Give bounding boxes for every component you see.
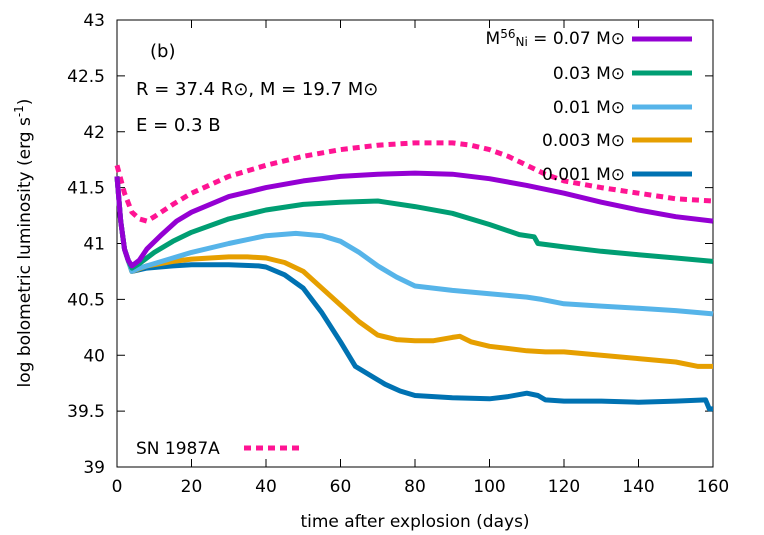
y-tick-label: 41 [83,235,105,255]
legend-label: 0.001 M⊙ [542,165,625,185]
series-line-4 [114,176,713,412]
legend-title: M56Ni = 0.07 M⊙ [486,27,625,49]
x-tick-label: 0 [112,477,123,497]
y-tick-label: 40 [83,346,105,366]
y-tick-label: 42 [83,123,105,143]
x-tick-label: 100 [473,477,505,497]
y-axis-label: log bolometric luminosity (erg s-1) [12,99,35,388]
y-tick-label: 39.5 [67,402,105,422]
series-layer [114,140,714,412]
y-tick-label: 41.5 [67,179,105,199]
axis-ticks: 0 20 40 60 80 100 120 140 160 39 39.5 40 40.5 41 41.5 4… [67,11,729,497]
legend-label: 0.03 M⊙ [553,64,625,84]
legend-label: SN 1987A [136,439,220,459]
x-tick-label: 60 [330,477,352,497]
y-tick-label: 43 [83,11,105,31]
params-line-1: R = 37.4 R⊙, M = 19.7 M⊙ [136,79,378,100]
series-line-0 [114,170,714,269]
panel-label: (b) [150,41,175,62]
series-line-5 [114,140,714,224]
series-line-2 [114,176,714,317]
x-tick-label: 160 [697,477,729,497]
params-line-2: E = 0.3 B [136,115,221,136]
legend-label: 0.003 M⊙ [542,131,625,151]
legend-label: 0.01 M⊙ [553,98,625,118]
x-tick-label: 80 [404,477,426,497]
y-tick-label: 40.5 [67,290,105,310]
legend: M56Ni = 0.07 M⊙ 0.03 M⊙ 0.01 M⊙ 0.003 M⊙ 0.… [136,27,692,459]
x-tick-label: 20 [181,477,203,497]
y-tick-label: 39 [83,458,105,478]
x-tick-label: 40 [255,477,277,497]
y-tick-label: 42.5 [67,67,105,87]
x-tick-label: 140 [622,477,654,497]
x-axis-label: time after explosion (days) [300,512,529,532]
x-tick-label: 120 [548,477,580,497]
